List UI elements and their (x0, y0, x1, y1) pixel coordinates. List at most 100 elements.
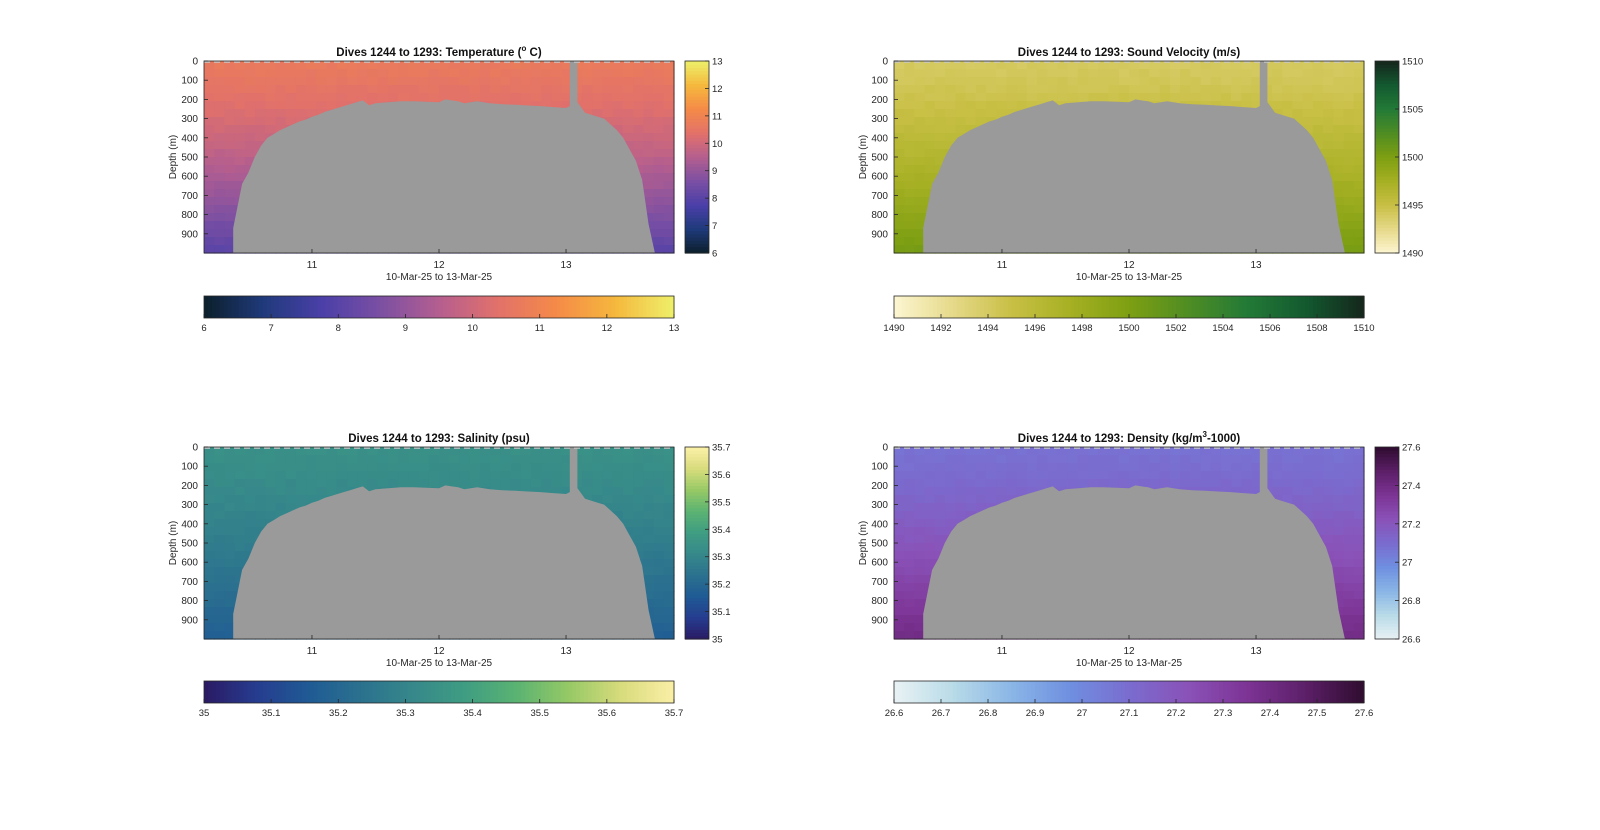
salinity-cell (224, 519, 236, 528)
salinity-cell (653, 631, 665, 640)
temperature-cell (479, 61, 491, 70)
sound_velocity-ytick-label: 200 (871, 95, 888, 106)
temperature-cell (653, 93, 665, 102)
density-cell (894, 551, 905, 560)
sound_velocity-cell (1180, 69, 1191, 78)
salinity-bottom-colorbar-segment (419, 681, 424, 703)
salinity-cell (204, 447, 215, 456)
salinity-bottom-colorbar-segment (646, 681, 652, 703)
sound_velocity-bottom-colorbar-segment (1360, 296, 1365, 318)
density-cell (1118, 479, 1130, 488)
temperature-cell (633, 61, 644, 70)
sound_velocity-bottom-colorbar-label: 1504 (1212, 323, 1233, 334)
salinity-side-colorbar-segment (685, 533, 709, 538)
sound_velocity-bottom-colorbar-segment (1258, 296, 1263, 318)
sound_velocity-bottom-colorbar-segment (1289, 296, 1295, 318)
density-cell (1190, 455, 1202, 464)
temperature-side-colorbar-segment (685, 102, 709, 107)
salinity-cell (295, 447, 307, 456)
density-cell (1251, 487, 1263, 496)
salinity-bottom-colorbar-segment (356, 681, 362, 703)
sound_velocity-cell (924, 85, 936, 94)
salinity-side-colorbar-segment (685, 581, 709, 586)
density-cell (985, 463, 997, 472)
temperature-cell (326, 69, 338, 78)
sound_velocity-cell (945, 133, 956, 142)
sound_velocity-cell (1200, 69, 1212, 78)
salinity-cell (224, 623, 236, 632)
salinity-gap-band (569, 447, 578, 494)
temperature-cell (295, 101, 307, 110)
sound_velocity-bottom-colorbar-segment (1356, 296, 1361, 318)
salinity-cell (214, 519, 226, 528)
temperature-cell (275, 77, 287, 86)
sound_velocity-cell (894, 189, 905, 198)
salinity-bottom-colorbar-segment (654, 681, 659, 703)
density-cell (904, 631, 916, 640)
sound_velocity-cell (1302, 61, 1314, 70)
salinity-cell (234, 567, 246, 576)
sound_velocity-gap-band (1259, 61, 1268, 108)
salinity-side-colorbar-segment (685, 530, 709, 534)
temperature-bottom-colorbar-segment (544, 296, 550, 318)
salinity-bottom-colorbar-label: 35.4 (463, 708, 482, 719)
temperature-cell (582, 93, 593, 102)
sound_velocity-bottom-colorbar-segment (1176, 296, 1181, 318)
sound_velocity-side-colorbar-segment (1375, 77, 1399, 81)
temperature-cell (224, 197, 236, 206)
temperature-cell (214, 237, 226, 246)
temperature-cell (643, 133, 655, 142)
salinity-bottom-colorbar-segment (204, 681, 209, 703)
sound_velocity-cell (1067, 69, 1079, 78)
sound_velocity-cell (1353, 85, 1365, 94)
salinity-cell (234, 463, 246, 472)
density-cell (1180, 455, 1191, 464)
salinity-title-main: Dives 1244 to 1293: Salinity (psu) (348, 433, 530, 445)
salinity-bottom-colorbar-segment (395, 681, 401, 703)
sound_velocity-cell (1169, 85, 1181, 94)
temperature-side-colorbar-segment (685, 70, 709, 75)
sound_velocity-bottom-colorbar-segment (1097, 296, 1103, 318)
salinity-bottom-colorbar-segment (407, 681, 413, 703)
sound_velocity-cell (1088, 61, 1099, 70)
sound_velocity-cell (1323, 125, 1334, 134)
sound_velocity-cell (1118, 93, 1130, 102)
salinity-cell (551, 479, 563, 488)
salinity-cell (234, 447, 246, 456)
density-cell (1057, 455, 1069, 464)
sound_velocity-side-colorbar-segment (1375, 102, 1399, 107)
sound_velocity-bottom-colorbar-segment (1156, 296, 1161, 318)
temperature-bottom-colorbar-segment (270, 296, 276, 318)
density-cell (1006, 479, 1018, 488)
sound_velocity-bottom-colorbar-segment (948, 296, 954, 318)
salinity-cell (224, 599, 236, 608)
temperature-cell (204, 245, 215, 254)
density-cell (1129, 463, 1140, 472)
sound_velocity-cell (955, 85, 967, 94)
sound_velocity-cell (955, 77, 967, 86)
salinity-xtick-label: 11 (307, 646, 318, 657)
density-cell (945, 495, 956, 504)
salinity-cell (244, 455, 256, 464)
density-cell (1159, 447, 1171, 456)
salinity-cell (285, 455, 297, 464)
temperature-cell (234, 61, 246, 70)
sound_velocity-cell (975, 77, 987, 86)
salinity-cell (275, 463, 287, 472)
sound_velocity-cell (1139, 93, 1151, 102)
temperature-cell (633, 101, 644, 110)
sound_velocity-cell (934, 93, 946, 102)
temperature-cell (316, 61, 328, 70)
density-cell (894, 575, 905, 584)
sound_velocity-cell (904, 237, 916, 246)
salinity-cell (336, 455, 348, 464)
sound_velocity-cell (1312, 141, 1324, 150)
salinity-cell (633, 487, 644, 496)
sound_velocity-bottom-colorbar-segment (964, 296, 970, 318)
sound_velocity-cell (894, 157, 905, 166)
temperature-cell (224, 165, 236, 174)
salinity-bottom-colorbar-segment (415, 681, 421, 703)
temperature-side-colorbar-segment (685, 179, 709, 184)
temperature-side-colorbar-segment (685, 208, 709, 212)
density-cell (1241, 463, 1253, 472)
